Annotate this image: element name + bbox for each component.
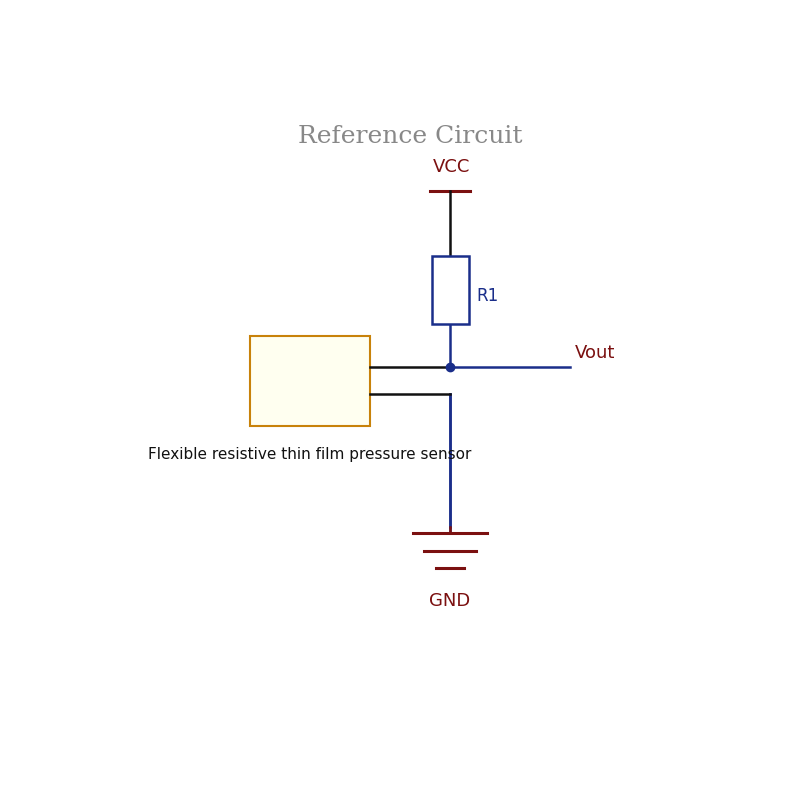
Text: GND: GND: [430, 592, 470, 610]
Bar: [431, 256, 469, 324]
Text: Flexible resistive thin film pressure sensor: Flexible resistive thin film pressure se…: [148, 447, 471, 462]
Text: VCC: VCC: [433, 158, 470, 176]
Bar: [250, 336, 370, 426]
Text: Vout: Vout: [575, 344, 615, 362]
Text: R1: R1: [476, 287, 498, 305]
Text: Reference Circuit: Reference Circuit: [298, 125, 522, 147]
